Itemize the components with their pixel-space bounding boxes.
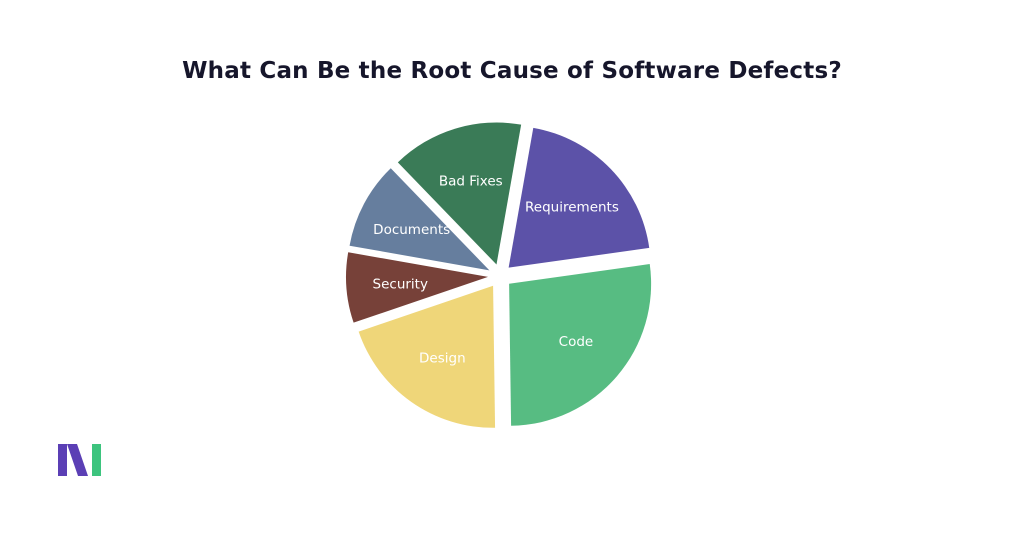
- logo-diagonal: [67, 444, 88, 476]
- chart-title: What Can Be the Root Cause of Software D…: [182, 58, 842, 84]
- slice-label-code: Code: [559, 334, 594, 350]
- pie-slice-requirements: [508, 127, 650, 268]
- slice-label-requirements: Requirements: [525, 200, 619, 216]
- brand-logo: [58, 444, 101, 476]
- slice-label-bad-fixes: Bad Fixes: [439, 173, 503, 189]
- pie-slice-security: [346, 252, 489, 323]
- logo-left-bar: [58, 444, 67, 476]
- pie-slice-design: [358, 285, 496, 428]
- slice-label-design: Design: [419, 351, 466, 367]
- pie-slice-bad-fixes: [397, 122, 522, 265]
- logo-right-bar: [92, 444, 101, 476]
- slice-label-documents: Documents: [373, 222, 450, 238]
- slice-label-security: Security: [373, 277, 428, 293]
- pie-slice-code: [509, 264, 652, 426]
- pie-slice-documents: [349, 168, 490, 271]
